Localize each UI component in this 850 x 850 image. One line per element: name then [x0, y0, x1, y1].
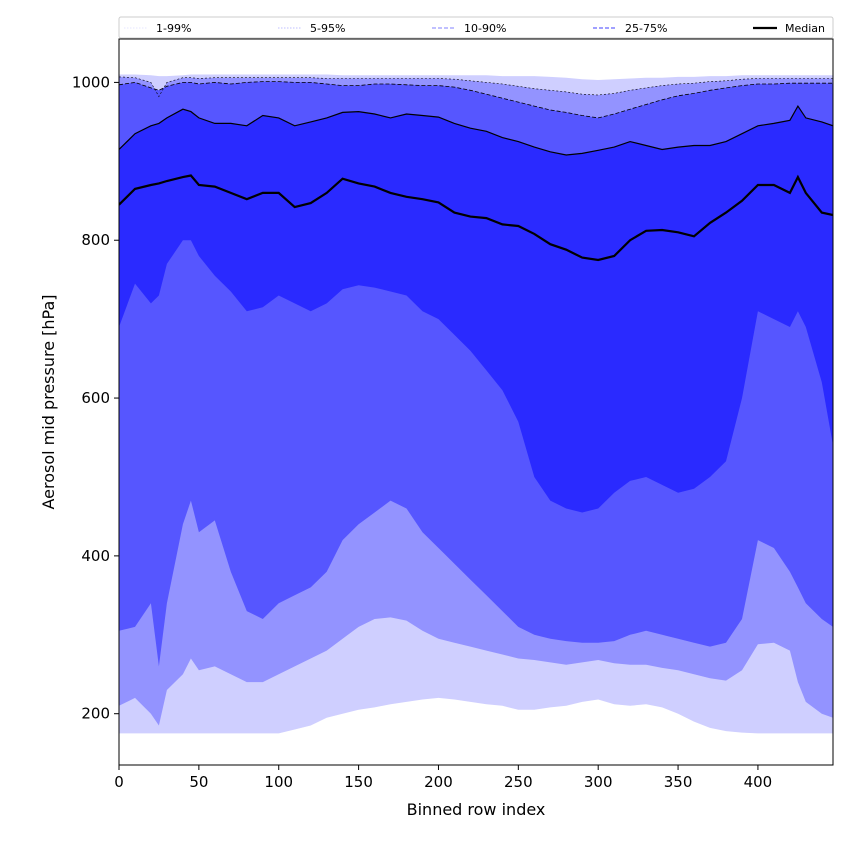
boundary-line	[119, 76, 833, 98]
x-tick-label: 250	[504, 773, 533, 791]
x-tick-label: 200	[424, 773, 453, 791]
y-axis-title: Aerosol mid pressure [hPa]	[39, 294, 58, 509]
x-tick-label: 100	[264, 773, 293, 791]
axes-frame	[118, 38, 834, 766]
y-tick-label: 400	[81, 547, 110, 565]
x-tick-label: 150	[344, 773, 373, 791]
y-tick-label: 200	[81, 705, 110, 723]
legend-label: 10-90%	[464, 22, 506, 35]
legend: 1-99% 5-95% 10-90% 25-75% Median	[118, 16, 834, 39]
median-line	[119, 174, 833, 262]
y-tick-label: 800	[81, 231, 110, 249]
legend-label: 5-95%	[310, 22, 345, 35]
plot-area	[119, 74, 833, 734]
x-tick-label: 0	[114, 773, 124, 791]
legend-label: Median	[785, 22, 825, 35]
axes: 0 50 100 150 200 250 300 350 400 200 400 600 800 1000	[72, 38, 834, 791]
x-tick-label: 400	[744, 773, 773, 791]
legend-box	[118, 16, 834, 39]
x-tick-label: 350	[664, 773, 693, 791]
band-25-75	[119, 106, 833, 513]
x-tick-label: 300	[584, 773, 613, 791]
x-tick-label: 50	[189, 773, 208, 791]
x-axis-title: Binned row index	[407, 800, 546, 819]
y-tick-label: 1000	[72, 73, 110, 91]
y-tick-label: 600	[81, 389, 110, 407]
boundary-line	[119, 81, 833, 119]
boundary-line	[119, 104, 833, 156]
legend-label: 1-99%	[156, 22, 191, 35]
legend-label: 25-75%	[625, 22, 667, 35]
